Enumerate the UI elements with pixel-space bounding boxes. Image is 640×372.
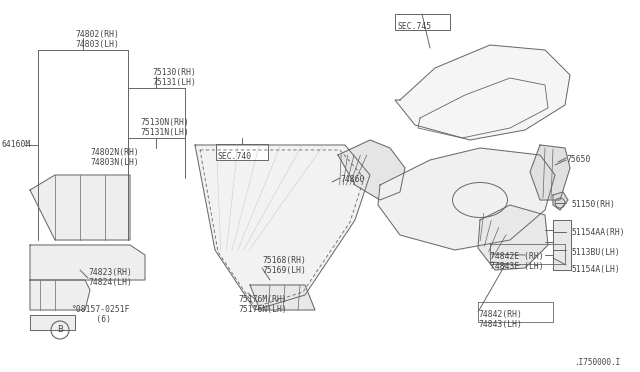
Text: 51154AA(RH): 51154AA(RH) — [572, 228, 626, 237]
Polygon shape — [530, 145, 570, 200]
Polygon shape — [30, 280, 90, 310]
Text: 74823(RH)
74824(LH): 74823(RH) 74824(LH) — [88, 268, 132, 288]
Polygon shape — [30, 175, 130, 240]
Text: 5113BU(LH): 5113BU(LH) — [572, 248, 621, 257]
Text: B: B — [57, 326, 63, 334]
Text: .I750000.I: .I750000.I — [573, 358, 620, 367]
Polygon shape — [395, 45, 570, 140]
Text: 74842E (RH)
74843E (LH): 74842E (RH) 74843E (LH) — [490, 252, 543, 272]
Polygon shape — [30, 245, 145, 280]
Text: 51150(RH): 51150(RH) — [572, 200, 616, 209]
Polygon shape — [216, 144, 268, 160]
Text: 74842(RH)
74843(LH): 74842(RH) 74843(LH) — [478, 310, 522, 329]
Polygon shape — [478, 205, 548, 270]
Text: 74802(RH)
74803(LH): 74802(RH) 74803(LH) — [75, 30, 119, 49]
Text: SEC.745: SEC.745 — [398, 22, 432, 31]
Text: 74860: 74860 — [340, 175, 364, 184]
Polygon shape — [30, 315, 75, 330]
Polygon shape — [338, 140, 405, 200]
Text: 64160M: 64160M — [2, 140, 31, 149]
Text: 75130(RH)
75131(LH): 75130(RH) 75131(LH) — [152, 68, 196, 87]
Polygon shape — [395, 14, 450, 30]
Text: 75176M(RH)
75176N(LH): 75176M(RH) 75176N(LH) — [238, 295, 287, 314]
Text: 51154A(LH): 51154A(LH) — [572, 265, 621, 274]
Text: 75650: 75650 — [566, 155, 590, 164]
Text: °08157-0251F
     (6): °08157-0251F (6) — [72, 305, 131, 324]
Text: SEC.740: SEC.740 — [218, 152, 252, 161]
Polygon shape — [195, 145, 370, 310]
Polygon shape — [250, 285, 315, 310]
Polygon shape — [378, 148, 555, 250]
Text: 75130N(RH)
75131N(LH): 75130N(RH) 75131N(LH) — [140, 118, 189, 137]
Text: 75168(RH)
75169(LH): 75168(RH) 75169(LH) — [262, 256, 306, 275]
Text: 74802N(RH)
74803N(LH): 74802N(RH) 74803N(LH) — [90, 148, 139, 167]
Polygon shape — [553, 220, 571, 270]
Polygon shape — [553, 192, 568, 210]
